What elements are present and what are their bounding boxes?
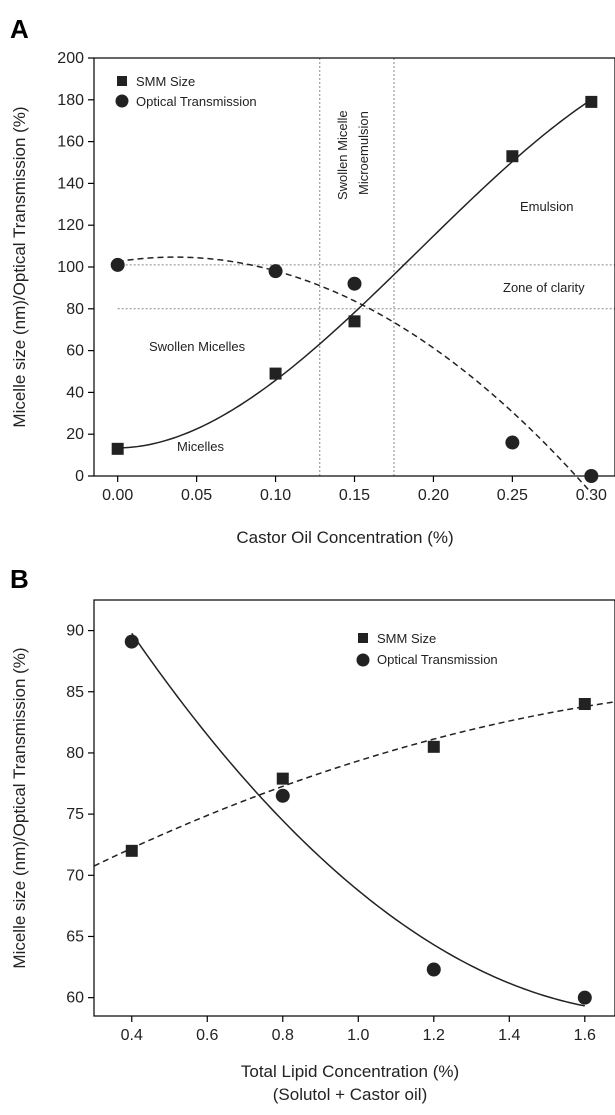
y-tick-label: 180 xyxy=(57,92,84,109)
x-tick-label: 0.8 xyxy=(272,1027,294,1044)
panel-a-y-axis: 0 20 40 60 80 100 120 140 160 180 200 xyxy=(57,50,94,485)
panel-a-fit-curves xyxy=(117,99,592,494)
data-point-smm-size xyxy=(276,772,289,785)
data-point-smm-size xyxy=(269,367,282,380)
y-tick-label: 0 xyxy=(75,468,84,485)
panel-b-x-axis: 0.4 0.6 0.8 1.0 1.2 1.4 1.6 xyxy=(121,1016,596,1044)
y-tick-label: 70 xyxy=(66,867,84,884)
fit-curve-optical-transmission xyxy=(117,256,592,494)
data-point-optical-transmission xyxy=(124,634,139,649)
data-point-smm-size xyxy=(427,740,440,753)
y-tick-label: 120 xyxy=(57,217,84,234)
fit-curve-smm-size xyxy=(117,99,592,449)
panel-a-plot-frame xyxy=(93,57,615,477)
panel-b-legend: SMM Size Optical Transmission xyxy=(356,631,498,667)
annotation-microemulsion: Microemulsion xyxy=(356,111,371,195)
x-tick-label: 0.30 xyxy=(576,487,607,504)
annotation-swollen-micelles: Swollen Micelles xyxy=(149,339,246,354)
x-tick-label: 0.20 xyxy=(418,487,449,504)
data-point-smm-size xyxy=(125,844,138,857)
y-tick-label: 140 xyxy=(57,175,84,192)
y-tick-label: 200 xyxy=(57,50,84,67)
panel-b-y-axis: 60 65 70 75 80 85 90 xyxy=(66,623,94,1007)
data-point-optical-transmission xyxy=(268,264,283,279)
x-tick-label: 0.00 xyxy=(102,487,133,504)
data-point-smm-size xyxy=(585,95,598,108)
y-tick-label: 160 xyxy=(57,134,84,151)
legend-label-optical-transmission: Optical Transmission xyxy=(136,94,257,109)
panel-a-legend: SMM Size Optical Transmission xyxy=(115,74,257,109)
y-tick-label: 75 xyxy=(66,806,84,823)
x-tick-label: 0.4 xyxy=(121,1027,143,1044)
panel-b-data-marks xyxy=(124,634,592,1005)
legend-square-marker xyxy=(117,76,127,86)
panel-b-plot-frame xyxy=(93,599,615,1017)
annotation-swollen-micelle: Swollen Micelle xyxy=(335,110,350,200)
panel-b: B 0.4 0.6 0.8 1.0 1.2 1.4 1.6 60 65 70 75 80 85 90 S… xyxy=(10,564,615,1104)
data-point-optical-transmission xyxy=(426,962,441,977)
panel-a-data-marks xyxy=(110,95,599,483)
panel-a-annotations: Swollen Micelle Microemulsion Emulsion Z… xyxy=(149,110,585,454)
panel-b-label: B xyxy=(10,564,29,594)
panel-b-fit-curves xyxy=(93,632,615,1007)
y-tick-label: 20 xyxy=(66,426,84,443)
panel-b-x-axis-subtitle: (Solutol + Castor oil) xyxy=(273,1085,427,1104)
panel-a: A 0.00 0.05 0.10 0.15 0.20 0.25 0.30 0 20 40 60 80… xyxy=(10,14,615,547)
fit-curve-optical-transmission xyxy=(131,632,585,1007)
y-tick-label: 80 xyxy=(66,745,84,762)
y-tick-label: 60 xyxy=(66,990,84,1007)
legend-label-optical-transmission: Optical Transmission xyxy=(377,652,498,667)
x-tick-label: 0.25 xyxy=(497,487,528,504)
data-point-optical-transmission xyxy=(347,276,362,291)
x-tick-label: 0.05 xyxy=(181,487,212,504)
y-tick-label: 80 xyxy=(66,301,84,318)
annotation-micelles: Micelles xyxy=(177,439,224,454)
panel-a-reference-lines xyxy=(117,58,615,476)
y-tick-label: 100 xyxy=(57,259,84,276)
data-point-smm-size xyxy=(348,315,361,328)
panel-a-y-axis-title: Micelle size (nm)/Optical Transmission (… xyxy=(10,106,29,427)
x-tick-label: 0.10 xyxy=(260,487,291,504)
legend-label-smm-size: SMM Size xyxy=(136,74,195,89)
panel-a-x-axis: 0.00 0.05 0.10 0.15 0.20 0.25 0.30 xyxy=(102,476,607,504)
y-tick-label: 60 xyxy=(66,343,84,360)
x-tick-label: 0.6 xyxy=(196,1027,218,1044)
data-point-optical-transmission xyxy=(110,257,125,272)
x-tick-label: 1.6 xyxy=(574,1027,596,1044)
legend-label-smm-size: SMM Size xyxy=(377,631,436,646)
data-point-smm-size xyxy=(111,442,124,455)
legend-circle-marker xyxy=(356,653,370,667)
panel-b-x-axis-title: Total Lipid Concentration (%) xyxy=(241,1062,459,1081)
x-tick-label: 1.0 xyxy=(347,1027,369,1044)
x-tick-label: 1.2 xyxy=(423,1027,445,1044)
y-tick-label: 90 xyxy=(66,623,84,640)
data-point-optical-transmission xyxy=(275,788,290,803)
data-point-optical-transmission xyxy=(584,469,599,483)
panel-a-label: A xyxy=(10,14,29,44)
legend-square-marker xyxy=(358,633,368,643)
panel-b-y-axis-title: Micelle size (nm)/Optical Transmission (… xyxy=(10,647,29,968)
data-point-smm-size xyxy=(506,150,519,163)
fit-curve-smm-size xyxy=(93,701,615,867)
annotation-emulsion: Emulsion xyxy=(520,199,573,214)
y-tick-label: 40 xyxy=(66,384,84,401)
x-tick-label: 0.15 xyxy=(339,487,370,504)
legend-circle-marker xyxy=(115,94,129,108)
annotation-zone-of-clarity: Zone of clarity xyxy=(503,280,585,295)
y-tick-label: 65 xyxy=(66,928,84,945)
data-point-optical-transmission xyxy=(577,990,592,1005)
y-tick-label: 85 xyxy=(66,684,84,701)
data-point-smm-size xyxy=(578,698,591,710)
panel-a-x-axis-title: Castor Oil Concentration (%) xyxy=(236,528,453,547)
data-point-optical-transmission xyxy=(505,435,520,450)
x-tick-label: 1.4 xyxy=(498,1027,520,1044)
